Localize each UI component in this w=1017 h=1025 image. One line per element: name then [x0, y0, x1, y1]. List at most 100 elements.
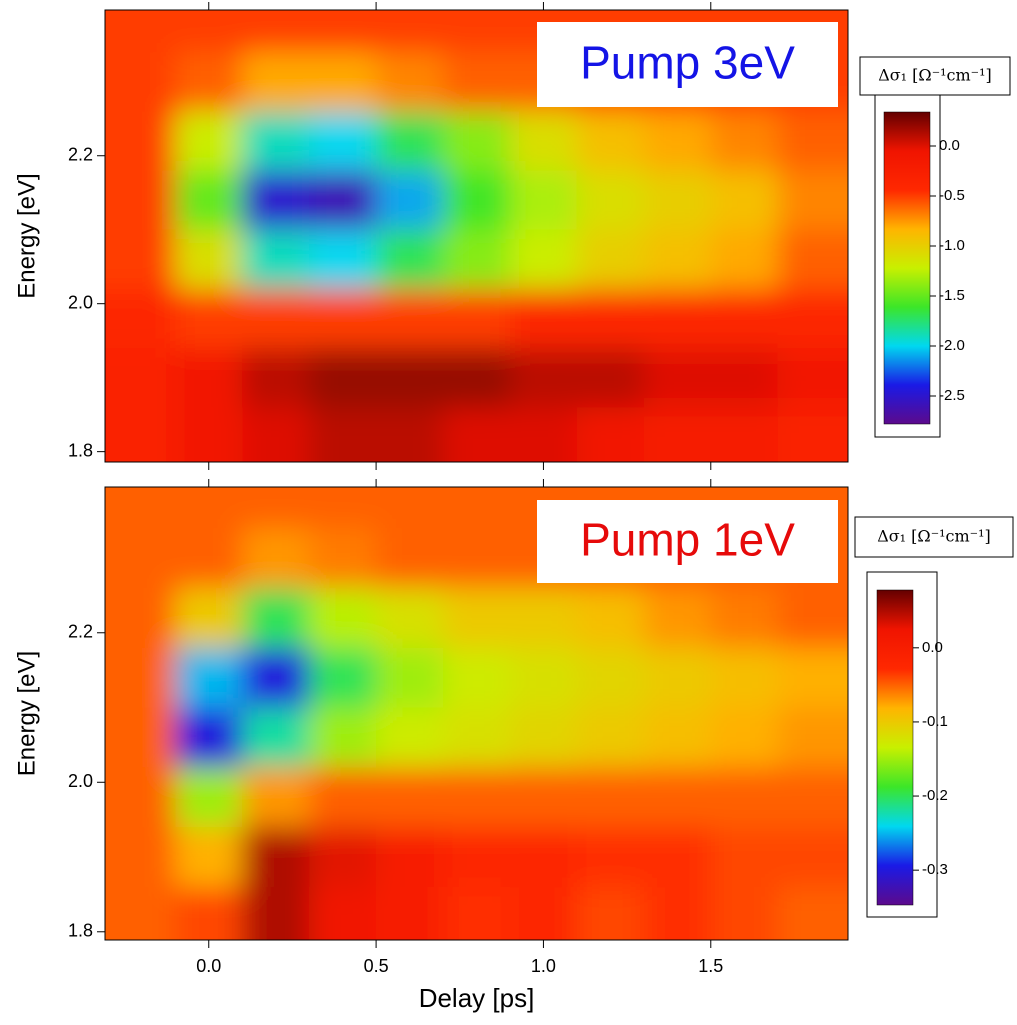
heatmap-cell: [242, 487, 311, 529]
colorbar-label-box: [854, 516, 1014, 558]
y-tick-label: 2.0: [68, 292, 93, 312]
heatmap-cell: [105, 287, 177, 349]
heatmap-cell: [309, 51, 378, 112]
heatmap-cell: [443, 527, 511, 588]
heatmap-cell: [376, 406, 445, 462]
heatmap-cell: [576, 586, 645, 648]
colorbar-tick-label: -1.5: [939, 287, 965, 304]
heatmap-cell: [710, 406, 779, 462]
heatmap-cell: [242, 287, 311, 349]
heatmap: [105, 487, 848, 940]
heatmap-cell: [242, 169, 311, 230]
heatmap-cell: [376, 10, 445, 53]
y-axis-label: Energy [eV]: [13, 173, 40, 298]
heatmap-cell: [643, 766, 712, 828]
heatmap-cell: [710, 766, 779, 828]
colorbar-tick-label: -0.5: [939, 187, 965, 204]
heatmap-cell: [242, 646, 311, 708]
heatmap-cell: [443, 110, 511, 171]
heatmap-cell: [643, 169, 712, 230]
heatmap-cell: [509, 646, 578, 708]
heatmap-cell: [175, 527, 244, 588]
heatmap-cell: [576, 287, 645, 349]
colorbar: [876, 589, 914, 906]
heatmap-cell: [175, 766, 244, 828]
annotation-box: [537, 500, 838, 583]
colorbar-tick-label: -0.2: [922, 787, 948, 804]
x-tick-label: 0.5: [364, 956, 389, 976]
plot-frame: [104, 486, 849, 941]
heatmap-cell: [509, 586, 578, 648]
heatmap-cell: [509, 169, 578, 230]
heatmap-cell: [509, 228, 578, 289]
heatmap-cell: [242, 766, 311, 828]
heatmap-cell: [175, 10, 244, 53]
heatmap-cell: [443, 51, 511, 112]
heatmap-cell: [443, 885, 511, 940]
heatmap-cell: [576, 885, 645, 940]
heatmap-cell: [643, 646, 712, 708]
heatmap-cell: [643, 826, 712, 887]
heatmap-cell: [710, 169, 779, 230]
heatmap-cell: [576, 169, 645, 230]
heatmap-cell: [309, 169, 378, 230]
annotation-box: [537, 22, 838, 107]
plot-frame: [104, 9, 849, 463]
heatmap-cell: [309, 646, 378, 708]
heatmap-cell: [309, 487, 378, 529]
y-tick-label: 2.2: [68, 144, 93, 164]
heatmap-cell: [643, 287, 712, 349]
heatmap-cell: [175, 51, 244, 112]
heatmap-cell: [576, 706, 645, 768]
heatmap-cell: [443, 287, 511, 349]
heatmap-cell: [105, 646, 177, 708]
heatmap-cell: [242, 10, 311, 53]
colorbar-tick-label: -1.0: [939, 237, 965, 254]
heatmap-cell: [643, 586, 712, 648]
heatmap-cell: [777, 228, 848, 289]
heatmap-cell: [242, 51, 311, 112]
heatmap-cell: [242, 406, 311, 462]
colorbar-tick-label: -2.0: [939, 337, 965, 354]
heatmap-cell: [309, 10, 378, 53]
heatmap-cell: [175, 287, 244, 349]
heatmap-cell: [175, 406, 244, 462]
heatmap-cell: [105, 51, 177, 112]
y-tick-label: 1.8: [68, 440, 93, 460]
heatmap-cell: [576, 826, 645, 887]
heatmap-cell: [376, 586, 445, 648]
heatmap-cell: [309, 228, 378, 289]
heatmap-cell: [376, 51, 445, 112]
heatmap-cell: [105, 527, 177, 588]
colorbar-tick-label: 0.0: [939, 137, 960, 154]
heatmap-cell: [309, 706, 378, 768]
heatmap-cell: [105, 110, 177, 171]
heatmap-cell: [376, 527, 445, 588]
x-tick-label: 0.0: [196, 956, 221, 976]
heatmap-cell: [710, 826, 779, 887]
heatmap-cell: [710, 287, 779, 349]
heatmap-cell: [643, 347, 712, 408]
heatmap-cell: [309, 347, 378, 408]
heatmap-cell: [443, 228, 511, 289]
heatmap-cell: [777, 885, 848, 940]
heatmap-cell: [576, 646, 645, 708]
heatmap-cell: [376, 110, 445, 171]
heatmap-cell: [376, 347, 445, 408]
heatmap-cell: [242, 110, 311, 171]
x-tick-label: 1.0: [531, 956, 556, 976]
heatmap-cell: [777, 586, 848, 648]
annotation: Pump 3eV: [580, 37, 795, 89]
heatmap-cell: [105, 228, 177, 289]
y-tick-label: 2.2: [68, 622, 93, 642]
heatmap-cell: [576, 228, 645, 289]
heatmap-cell: [105, 706, 177, 768]
heatmap-cell: [777, 766, 848, 828]
heatmap-cell: [777, 406, 848, 462]
heatmap-cell: [509, 347, 578, 408]
heatmap-cell: [175, 169, 244, 230]
heatmap-cell: [443, 586, 511, 648]
colorbar-tick-label: -0.1: [922, 713, 948, 730]
heatmap-cell: [376, 646, 445, 708]
heatmap-cell: [175, 826, 244, 887]
